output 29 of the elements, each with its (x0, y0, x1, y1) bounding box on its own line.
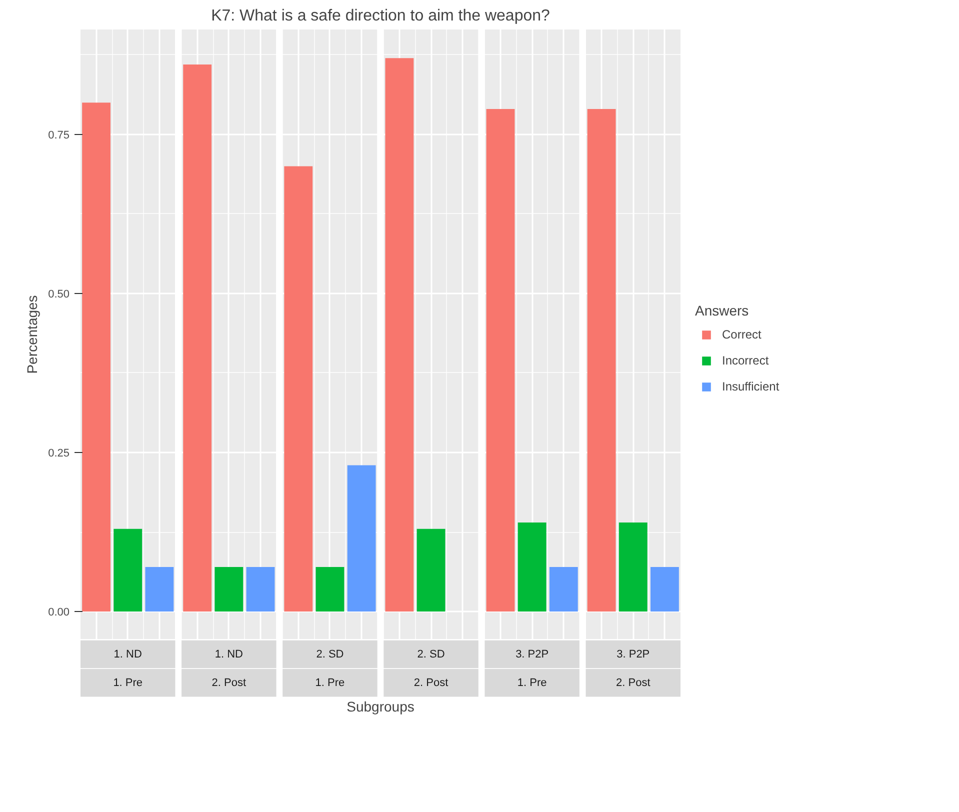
bar (347, 465, 376, 612)
bar (416, 528, 446, 612)
category-label: 2. SD 1. Pre (315, 648, 345, 689)
category-label: 3. P2P 1. Pre (516, 648, 549, 689)
bar (246, 566, 275, 612)
category-label: 1. ND 1. Pre (113, 648, 143, 689)
category-label: 1. ND 2. Post (212, 648, 246, 689)
bar (549, 566, 578, 612)
y-axis-title: Percentages (24, 295, 40, 374)
bar (316, 566, 344, 612)
bar (82, 102, 110, 612)
bar (214, 566, 244, 612)
bar (618, 522, 648, 612)
legend-label: Correct (722, 328, 762, 342)
bar (650, 566, 679, 612)
chart-title: K7: What is a safe direction to aim the weapon? (211, 8, 550, 24)
bar (518, 522, 546, 612)
legend-label: Incorrect (722, 354, 769, 368)
legend-title: Answers (695, 302, 750, 318)
category-label: 2. SD 2. Post (414, 648, 448, 689)
bar (114, 528, 142, 612)
bar (145, 566, 174, 612)
y-tick-label: 0.25 (48, 447, 70, 460)
legend-label: Insufficient (722, 380, 780, 394)
y-tick-label: 0.00 (48, 606, 70, 619)
y-tick-label: 0.75 (48, 129, 70, 142)
category-label: 3. P2P 2. Post (616, 648, 650, 689)
y-tick-label: 0.50 (48, 288, 70, 300)
x-axis-title: Subgroups (346, 698, 414, 714)
